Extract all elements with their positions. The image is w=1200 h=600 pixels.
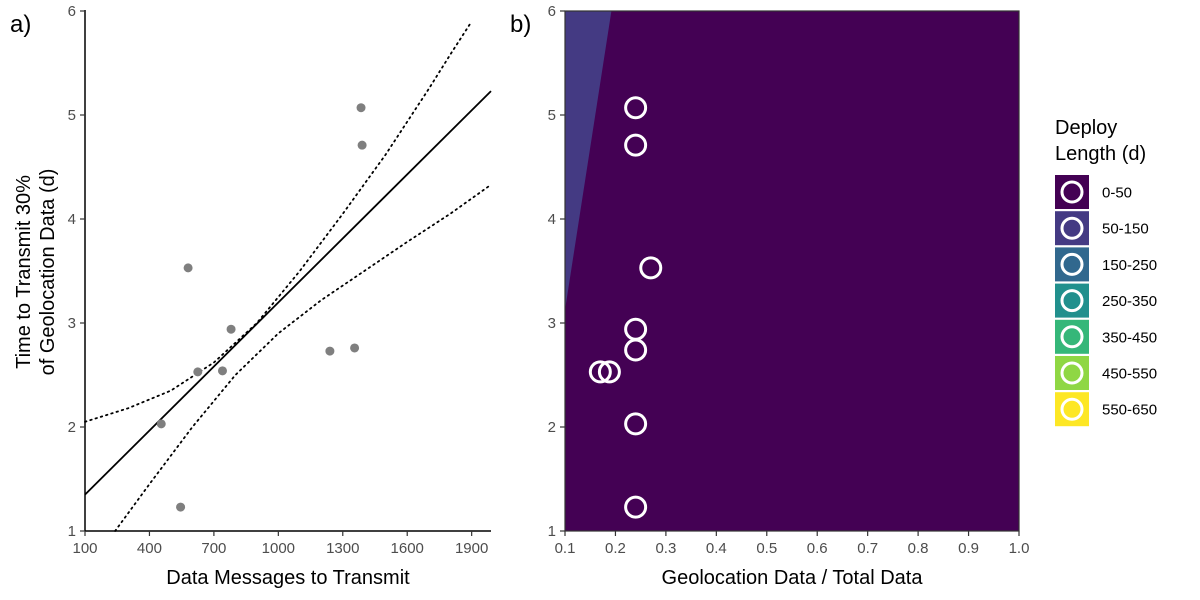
legend-key-marker-150-250 <box>1060 252 1084 276</box>
panel-b-x-tick-label-0.3: 0.3 <box>655 540 676 557</box>
legend-key-450-550 <box>1055 356 1089 390</box>
panel-b-x-tick-label-0.8: 0.8 <box>908 540 929 557</box>
legend-key-marker-250-350 <box>1060 289 1084 313</box>
panel-a-y-axis-title-line1: Time to Transmit 30% <box>13 175 35 369</box>
panel-b-point-8 <box>624 495 648 519</box>
legend-key-marker-550-650 <box>1060 397 1084 421</box>
panel-b-x-tick-label-0.2: 0.2 <box>605 540 626 557</box>
panel-a-x-tick-label-100: 100 <box>72 540 97 557</box>
panel-b-y-tick-label-4: 4 <box>548 211 556 228</box>
panel-b-point-2 <box>624 96 648 120</box>
panel-a-point-2 <box>183 263 193 273</box>
legend-title-line1: Deploy <box>1055 117 1117 139</box>
panel-b-y-tick-label-1: 1 <box>548 523 556 540</box>
legend-key-marker-350-450 <box>1060 325 1084 349</box>
legend-label-550-650: 550-650 <box>1102 402 1157 419</box>
panel-b-axes: 0.1 0.2 0.3 0.4 0.5 0.6 0.7 0.8 0.9 1.0 1 2 3 4 5 6 <box>548 3 1030 557</box>
panel-a-y-tick-label-2: 2 <box>68 419 76 436</box>
panel-a-y-tick-label-6: 6 <box>68 3 76 20</box>
panel-b-x-tick-label-0.7: 0.7 <box>857 540 878 557</box>
panel-b-x-tick-label-0.6: 0.6 <box>807 540 828 557</box>
panel-b-point-7 <box>624 412 648 436</box>
panel-a-y-axis-title-line2: of Geolocation Data (d) <box>37 169 59 376</box>
panel-a-plot-area <box>84 20 492 532</box>
panel-b-contour-fill <box>565 11 1019 531</box>
panel-b-x-tick-label-0.9: 0.9 <box>958 540 979 557</box>
panel-b-points <box>588 96 663 519</box>
panel-a-x-tick-label-1300: 1300 <box>326 540 359 557</box>
panel-a-point-6 <box>325 346 335 356</box>
panel-a-point-8 <box>356 103 366 113</box>
legend-label-350-450: 350-450 <box>1102 329 1157 346</box>
panel-b-x-tick-label-0.4: 0.4 <box>706 540 727 557</box>
panel-a-axes: 100 400 700 1000 1300 1600 1900 1 2 3 4 5 6 <box>68 3 491 557</box>
legend-key-marker-0-50 <box>1060 180 1084 204</box>
panel-b-y-tick-label-2: 2 <box>548 419 556 436</box>
legend: Deploy Length (d) 0-50 50-150 150-250 250-3… <box>1055 117 1157 427</box>
panel-b-y-tick-label-5: 5 <box>548 107 556 124</box>
panel-a-x-tick-label-1900: 1900 <box>455 540 488 557</box>
panel-a-x-tick-label-700: 700 <box>201 540 226 557</box>
panel-b-x-tick-label-1.0: 1.0 <box>1009 540 1030 557</box>
panel-b-x-axis-title: Geolocation Data / Total Data <box>662 567 924 589</box>
panel-b-label: b) <box>510 11 531 38</box>
legend-key-50-150 <box>1055 211 1089 246</box>
panel-a-point-4 <box>217 366 227 376</box>
panel-a-y-tick-label-3: 3 <box>68 315 76 332</box>
contour-band-0-50 <box>565 11 1019 531</box>
legend-key-550-650 <box>1055 392 1089 427</box>
panel-b-x-tick-label-0.1: 0.1 <box>555 540 576 557</box>
legend-key-250-350 <box>1055 283 1089 318</box>
legend-title-line2: Length (d) <box>1055 143 1146 165</box>
panel-a-x-tick-label-1000: 1000 <box>262 540 295 557</box>
ci-upper-line <box>84 20 473 423</box>
panel-a-point-3 <box>193 367 203 377</box>
panel-a-point-0 <box>156 419 166 429</box>
legend-key-150-250 <box>1055 247 1089 282</box>
panel-a-label: a) <box>10 11 31 38</box>
panel-b-y-tick-label-3: 3 <box>548 315 556 332</box>
panel-a-point-9 <box>357 140 367 150</box>
panel-b-point-1 <box>597 360 621 384</box>
panel-b: b) 0.1 0.2 0.3 0.4 0.5 0.6 0.7 0.8 0.9 1.0123456 … <box>510 3 1030 589</box>
legend-label-0-50: 0-50 <box>1102 185 1132 202</box>
legend-label-450-550: 450-550 <box>1102 366 1157 383</box>
legend-label-250-350: 250-350 <box>1102 293 1157 310</box>
panel-b-y-tick-label-6: 6 <box>548 3 556 20</box>
fit-line <box>84 90 492 496</box>
legend-items: 0-50 50-150 150-250 250-350 350-450 450-550 55… <box>1055 175 1157 427</box>
panel-a-point-1 <box>176 502 186 512</box>
legend-key-marker-50-150 <box>1060 216 1084 240</box>
panel-b-point-6 <box>624 338 648 362</box>
panel-a-point-7 <box>350 343 360 353</box>
panel-a-x-tick-label-400: 400 <box>137 540 162 557</box>
panel-a-x-axis-title: Data Messages to Transmit <box>166 567 410 589</box>
legend-key-marker-450-550 <box>1060 361 1084 385</box>
panel-b-point-3 <box>624 133 648 157</box>
ci-lower-line <box>114 183 492 532</box>
panel-b-point-4 <box>639 256 663 280</box>
panel-b-x-tick-label-0.5: 0.5 <box>756 540 777 557</box>
legend-label-150-250: 150-250 <box>1102 257 1157 274</box>
panel-b-point-0 <box>588 360 612 384</box>
legend-key-0-50 <box>1055 175 1089 209</box>
panel-a-x-tick-label-1600: 1600 <box>391 540 424 557</box>
panel-a-y-tick-label-1: 1 <box>68 523 76 540</box>
legend-key-350-450 <box>1055 319 1089 354</box>
panel-b-frame <box>564 10 1020 532</box>
panel-a: a) 100 400 700 1000 1300 1600 1900 1 2 3 4 5 6 Data … <box>10 3 492 589</box>
legend-label-50-150: 50-150 <box>1102 221 1149 238</box>
panel-a-point-5 <box>226 324 236 334</box>
panel-a-y-tick-label-4: 4 <box>68 211 76 228</box>
panel-a-y-tick-label-5: 5 <box>68 107 76 124</box>
